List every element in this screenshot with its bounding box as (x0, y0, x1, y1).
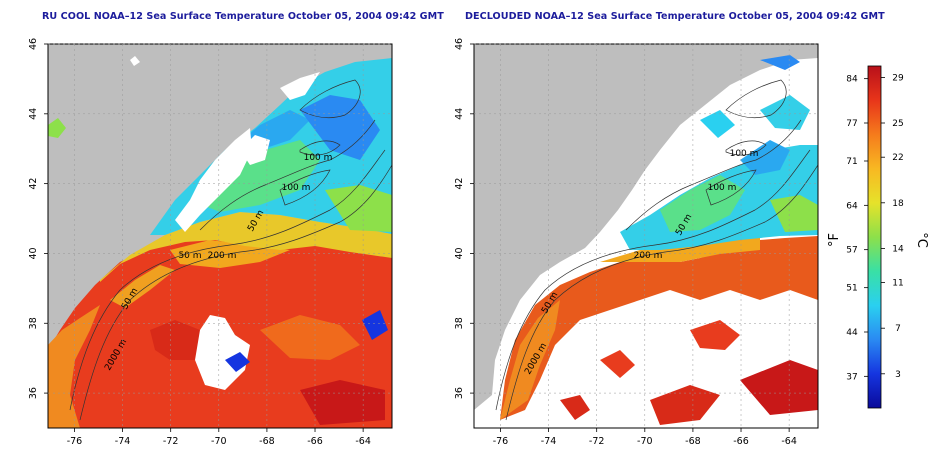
right-x-tick-label: -74 (541, 436, 557, 447)
right-x-tick-label: -66 (733, 436, 749, 447)
right-map-panel (474, 44, 818, 428)
celsius-tick-label: 7 (895, 324, 901, 334)
right-x-tick-label: -72 (589, 436, 605, 447)
right-contour-label: 200 m (634, 251, 663, 261)
left-contour-label: 200 m (208, 251, 237, 261)
right-axes: -76 -74 -72 -70 -68 -66 -64 36 38 40 42 44 46 (454, 38, 818, 447)
colorbar-gradient (867, 65, 882, 409)
right-y-tick-label: 40 (454, 247, 465, 259)
fahrenheit-tick-label: 64 (846, 201, 858, 211)
left-x-tick-label: -64 (355, 436, 371, 447)
left-y-tick-label: 40 (28, 247, 39, 259)
left-x-tick-label: -68 (259, 436, 275, 447)
celsius-unit-label: °C (914, 232, 929, 248)
right-x-tick-label: -76 (493, 436, 509, 447)
left-axes: -76 -74 -72 -70 -68 -66 -64 36 38 40 42 44 46 (28, 38, 392, 447)
right-contour-label: 100 m (730, 149, 759, 159)
celsius-tick-label: 18 (892, 199, 904, 209)
celsius-tick-label: 14 (892, 244, 904, 254)
left-y-tick-label: 46 (28, 38, 39, 50)
fahrenheit-tick-label: 51 (846, 284, 857, 294)
celsius-tick-label: 11 (892, 279, 903, 289)
right-land (474, 44, 818, 410)
left-y-tick-label: 44 (28, 108, 39, 120)
left-x-tick-label: -66 (307, 436, 323, 447)
right-y-tick-label: 42 (454, 178, 465, 190)
fahrenheit-tick-label: 44 (846, 328, 858, 338)
left-bathymetry-contours (69, 79, 392, 421)
fahrenheit-tick-label: 37 (846, 372, 857, 382)
celsius-tick-label: 29 (892, 73, 904, 83)
colorbar-ticks: 84 77 71 64 57 51 44 37 29 25 22 18 14 11 7 3 (846, 73, 904, 382)
right-panel-title: DECLOUDED NOAA–12 Sea Surface Temperatur… (465, 11, 885, 22)
fahrenheit-tick-label: 57 (846, 246, 857, 256)
right-y-tick-label: 44 (454, 108, 465, 120)
right-ocean-sst (500, 55, 818, 425)
right-y-tick-label: 38 (454, 317, 465, 329)
left-ocean-sst (48, 56, 392, 428)
right-contour-label: 100 m (708, 183, 737, 193)
celsius-tick-label: 22 (892, 153, 903, 163)
left-map-panel (48, 44, 392, 428)
left-y-tick-label: 42 (28, 178, 39, 190)
left-y-tick-label: 38 (28, 317, 39, 329)
right-x-tick-label: -70 (637, 436, 653, 447)
left-x-tick-label: -72 (163, 436, 179, 447)
fahrenheit-tick-label: 71 (846, 157, 857, 167)
left-contour-label: 100 m (282, 183, 311, 193)
fahrenheit-unit-label: °F (827, 233, 842, 247)
left-panel-title: RU COOL NOAA–12 Sea Surface Temperature … (42, 11, 444, 22)
right-x-tick-label: -64 (781, 436, 797, 447)
celsius-tick-label: 25 (892, 119, 903, 129)
right-x-tick-label: -68 (685, 436, 701, 447)
left-x-tick-label: -70 (211, 436, 227, 447)
left-contour-label: 50 m (178, 251, 201, 261)
left-x-tick-label: -74 (115, 436, 131, 447)
left-y-tick-label: 36 (28, 387, 39, 399)
colorbar: 84 77 71 64 57 51 44 37 29 25 22 18 14 11 7 3 °F °C (827, 65, 929, 409)
left-contour-label: 100 m (304, 153, 333, 163)
left-x-tick-label: -76 (67, 436, 83, 447)
fahrenheit-tick-label: 84 (846, 75, 858, 85)
celsius-tick-label: 3 (895, 370, 901, 380)
right-y-tick-label: 46 (454, 38, 465, 50)
fahrenheit-tick-label: 77 (846, 119, 857, 129)
right-y-tick-label: 36 (454, 387, 465, 399)
